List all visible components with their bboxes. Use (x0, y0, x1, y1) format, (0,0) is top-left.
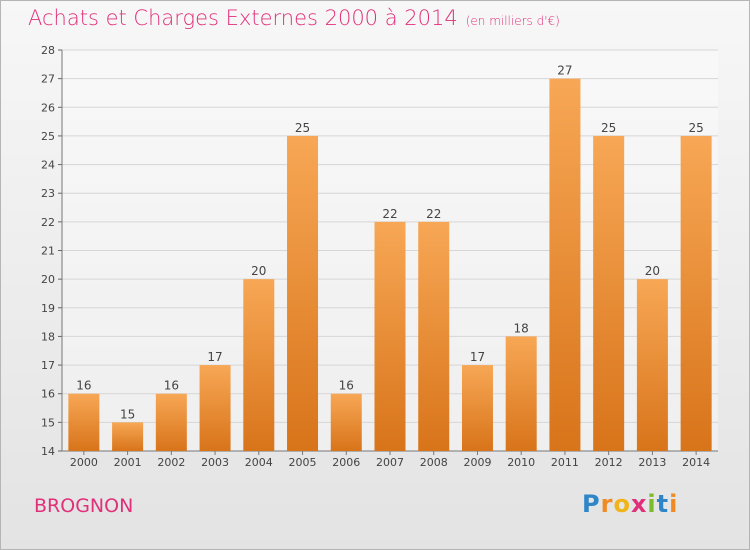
data-label: 15 (120, 407, 135, 421)
y-tick-label: 21 (41, 245, 55, 258)
data-label: 17 (207, 350, 222, 364)
y-tick-label: 22 (41, 216, 55, 229)
y-tick-label: 16 (41, 388, 55, 401)
x-tick-label: 2008 (420, 456, 448, 469)
bar (199, 365, 231, 451)
y-tick-label: 19 (41, 302, 55, 315)
bar (505, 336, 537, 451)
bar (680, 135, 712, 451)
x-tick-label: 2012 (595, 456, 623, 469)
x-tick-label: 2009 (463, 456, 491, 469)
bar (243, 279, 275, 451)
logo-letter: r (600, 490, 614, 518)
bar (549, 78, 581, 452)
bar (287, 135, 319, 451)
x-tick-label: 2013 (638, 456, 666, 469)
data-label: 16 (76, 379, 91, 393)
y-tick-label: 24 (41, 159, 55, 172)
x-tick-label: 2010 (507, 456, 535, 469)
y-tick-label: 28 (41, 44, 55, 57)
proxiti-logo: Proxiti (582, 490, 678, 518)
data-label: 20 (251, 264, 266, 278)
bar (68, 393, 100, 451)
data-label: 25 (295, 121, 310, 135)
logo-letter: i (669, 490, 679, 518)
y-tick-label: 15 (41, 416, 55, 429)
bars (68, 78, 712, 452)
x-tick-label: 2000 (70, 456, 98, 469)
bar (155, 393, 187, 451)
bar (112, 422, 144, 451)
bar (418, 221, 450, 451)
x-tick-label: 2014 (682, 456, 710, 469)
y-tick-label: 25 (41, 130, 55, 143)
y-tick-label: 14 (41, 445, 55, 458)
logo-letter: P (582, 490, 601, 518)
logo-letter: o (613, 490, 631, 518)
x-tick-label: 2011 (551, 456, 579, 469)
data-label: 25 (601, 121, 616, 135)
bar (593, 135, 625, 451)
data-label: 17 (470, 350, 485, 364)
x-tick-label: 2001 (114, 456, 142, 469)
x-tick-label: 2007 (376, 456, 404, 469)
data-label: 25 (688, 121, 703, 135)
data-labels: 16 15 16 17 20 25 16 22 22 17 18 27 25 20 25 (76, 64, 704, 422)
y-tick-label: 23 (41, 187, 55, 200)
x-tick-label: 2004 (245, 456, 273, 469)
data-label: 27 (557, 64, 572, 78)
y-tick-label: 18 (41, 330, 55, 343)
data-label: 22 (382, 207, 397, 221)
bar (461, 365, 493, 451)
bar (636, 279, 668, 451)
y-tick-label: 27 (41, 73, 55, 86)
data-label: 20 (645, 264, 660, 278)
chart-title-text: Achats et Charges Externes 2000 à 2014 (28, 6, 458, 30)
y-tick-label: 17 (41, 359, 55, 372)
logo-letter: x (630, 490, 648, 518)
x-tick-label: 2006 (332, 456, 360, 469)
y-tick-label: 26 (41, 101, 55, 114)
data-label: 16 (164, 379, 179, 393)
data-label: 22 (426, 207, 441, 221)
data-label: 16 (339, 379, 354, 393)
data-label: 18 (514, 321, 529, 335)
y-tick-label: 20 (41, 273, 55, 286)
x-tick-label: 2003 (201, 456, 229, 469)
logo-letter: t (656, 490, 670, 518)
chart-subtitle: (en milliers d'€) (465, 14, 560, 28)
town-name: BROGNON (34, 495, 134, 517)
bar (330, 393, 362, 451)
x-tick-label: 2005 (289, 456, 317, 469)
x-tick-label: 2002 (157, 456, 185, 469)
logo-letter: i (647, 490, 657, 518)
chart-title: Achats et Charges Externes 2000 à 2014 (e… (28, 6, 560, 30)
bar (374, 221, 406, 451)
